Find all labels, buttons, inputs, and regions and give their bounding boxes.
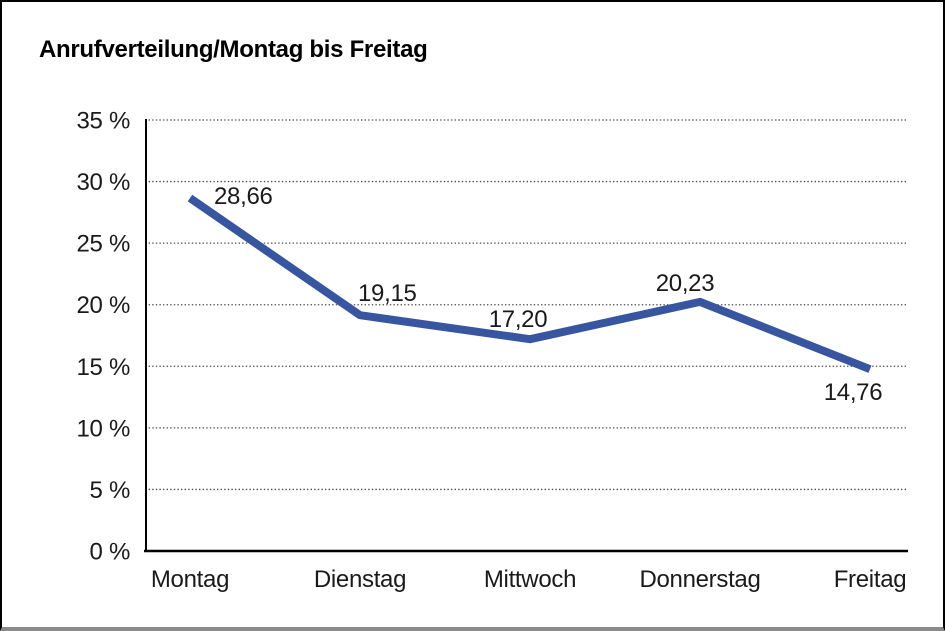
point-label: 20,23 [656, 270, 715, 297]
y-axis-labels: 0 % 5 % 10 % 15 % 20 % 25 % 30 % 35 % [76, 108, 130, 566]
y-tick-label: 10 % [76, 415, 130, 442]
y-tick-label: 35 % [76, 108, 130, 135]
x-tick-label: Donnerstag [639, 566, 760, 593]
point-label: 17,20 [489, 306, 548, 333]
x-axis-labels: Montag Dienstag Mittwoch Donnerstag Freitag [151, 566, 907, 593]
x-tick-label: Mittwoch [484, 566, 576, 593]
y-tick-label: 25 % [76, 231, 130, 258]
data-series [187, 194, 872, 373]
y-tick-label: 30 % [76, 169, 130, 196]
point-label: 14,76 [824, 379, 883, 406]
x-tick-label: Dienstag [314, 566, 406, 593]
gridlines [145, 119, 907, 491]
data-line [187, 194, 872, 373]
y-tick-label: 15 % [76, 354, 130, 381]
y-tick-label: 20 % [76, 292, 130, 319]
x-tick-label: Freitag [834, 566, 907, 593]
x-tick-label: Montag [151, 566, 229, 593]
point-label: 19,15 [358, 280, 417, 307]
point-label: 28,66 [214, 183, 273, 210]
point-labels: 28,66 19,15 17,20 20,23 14,76 [214, 183, 883, 406]
y-tick-label: 5 % [90, 477, 130, 504]
y-tick-label: 0 % [90, 539, 130, 566]
chart-title: Anrufverteilung/Montag bis Freitag [39, 36, 428, 63]
axes [144, 119, 908, 553]
